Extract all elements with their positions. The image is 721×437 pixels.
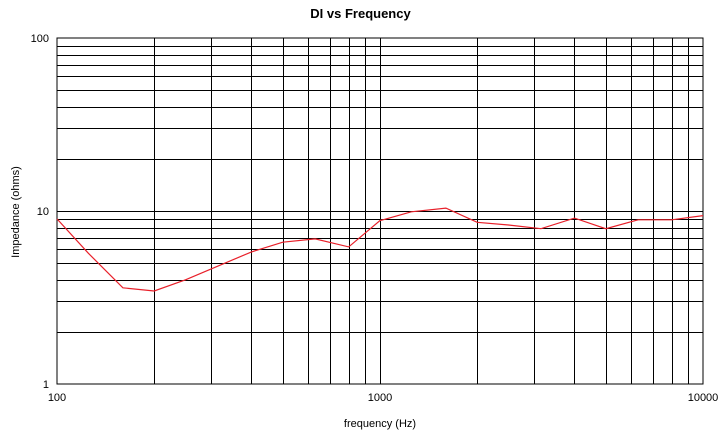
y-tick-label: 100 (31, 33, 49, 45)
grid-lines (57, 38, 703, 384)
x-tick-label: 100 (48, 392, 66, 404)
x-tick-label: 1000 (368, 392, 392, 404)
y-tick-label: 10 (37, 206, 49, 218)
y-tick-label: 1 (43, 379, 49, 391)
series-line (56, 207, 704, 292)
tick-labels: 100 1000 10000 1 10 100 (31, 33, 719, 404)
series-lines (56, 207, 704, 292)
x-tick-label: 10000 (688, 392, 719, 404)
chart-title: DI vs Frequency (310, 6, 411, 21)
plot-frame (56, 37, 704, 385)
x-axis-label: frequency (Hz) (343, 418, 417, 430)
y-axis-label: Impedance (ohms) (10, 166, 22, 258)
